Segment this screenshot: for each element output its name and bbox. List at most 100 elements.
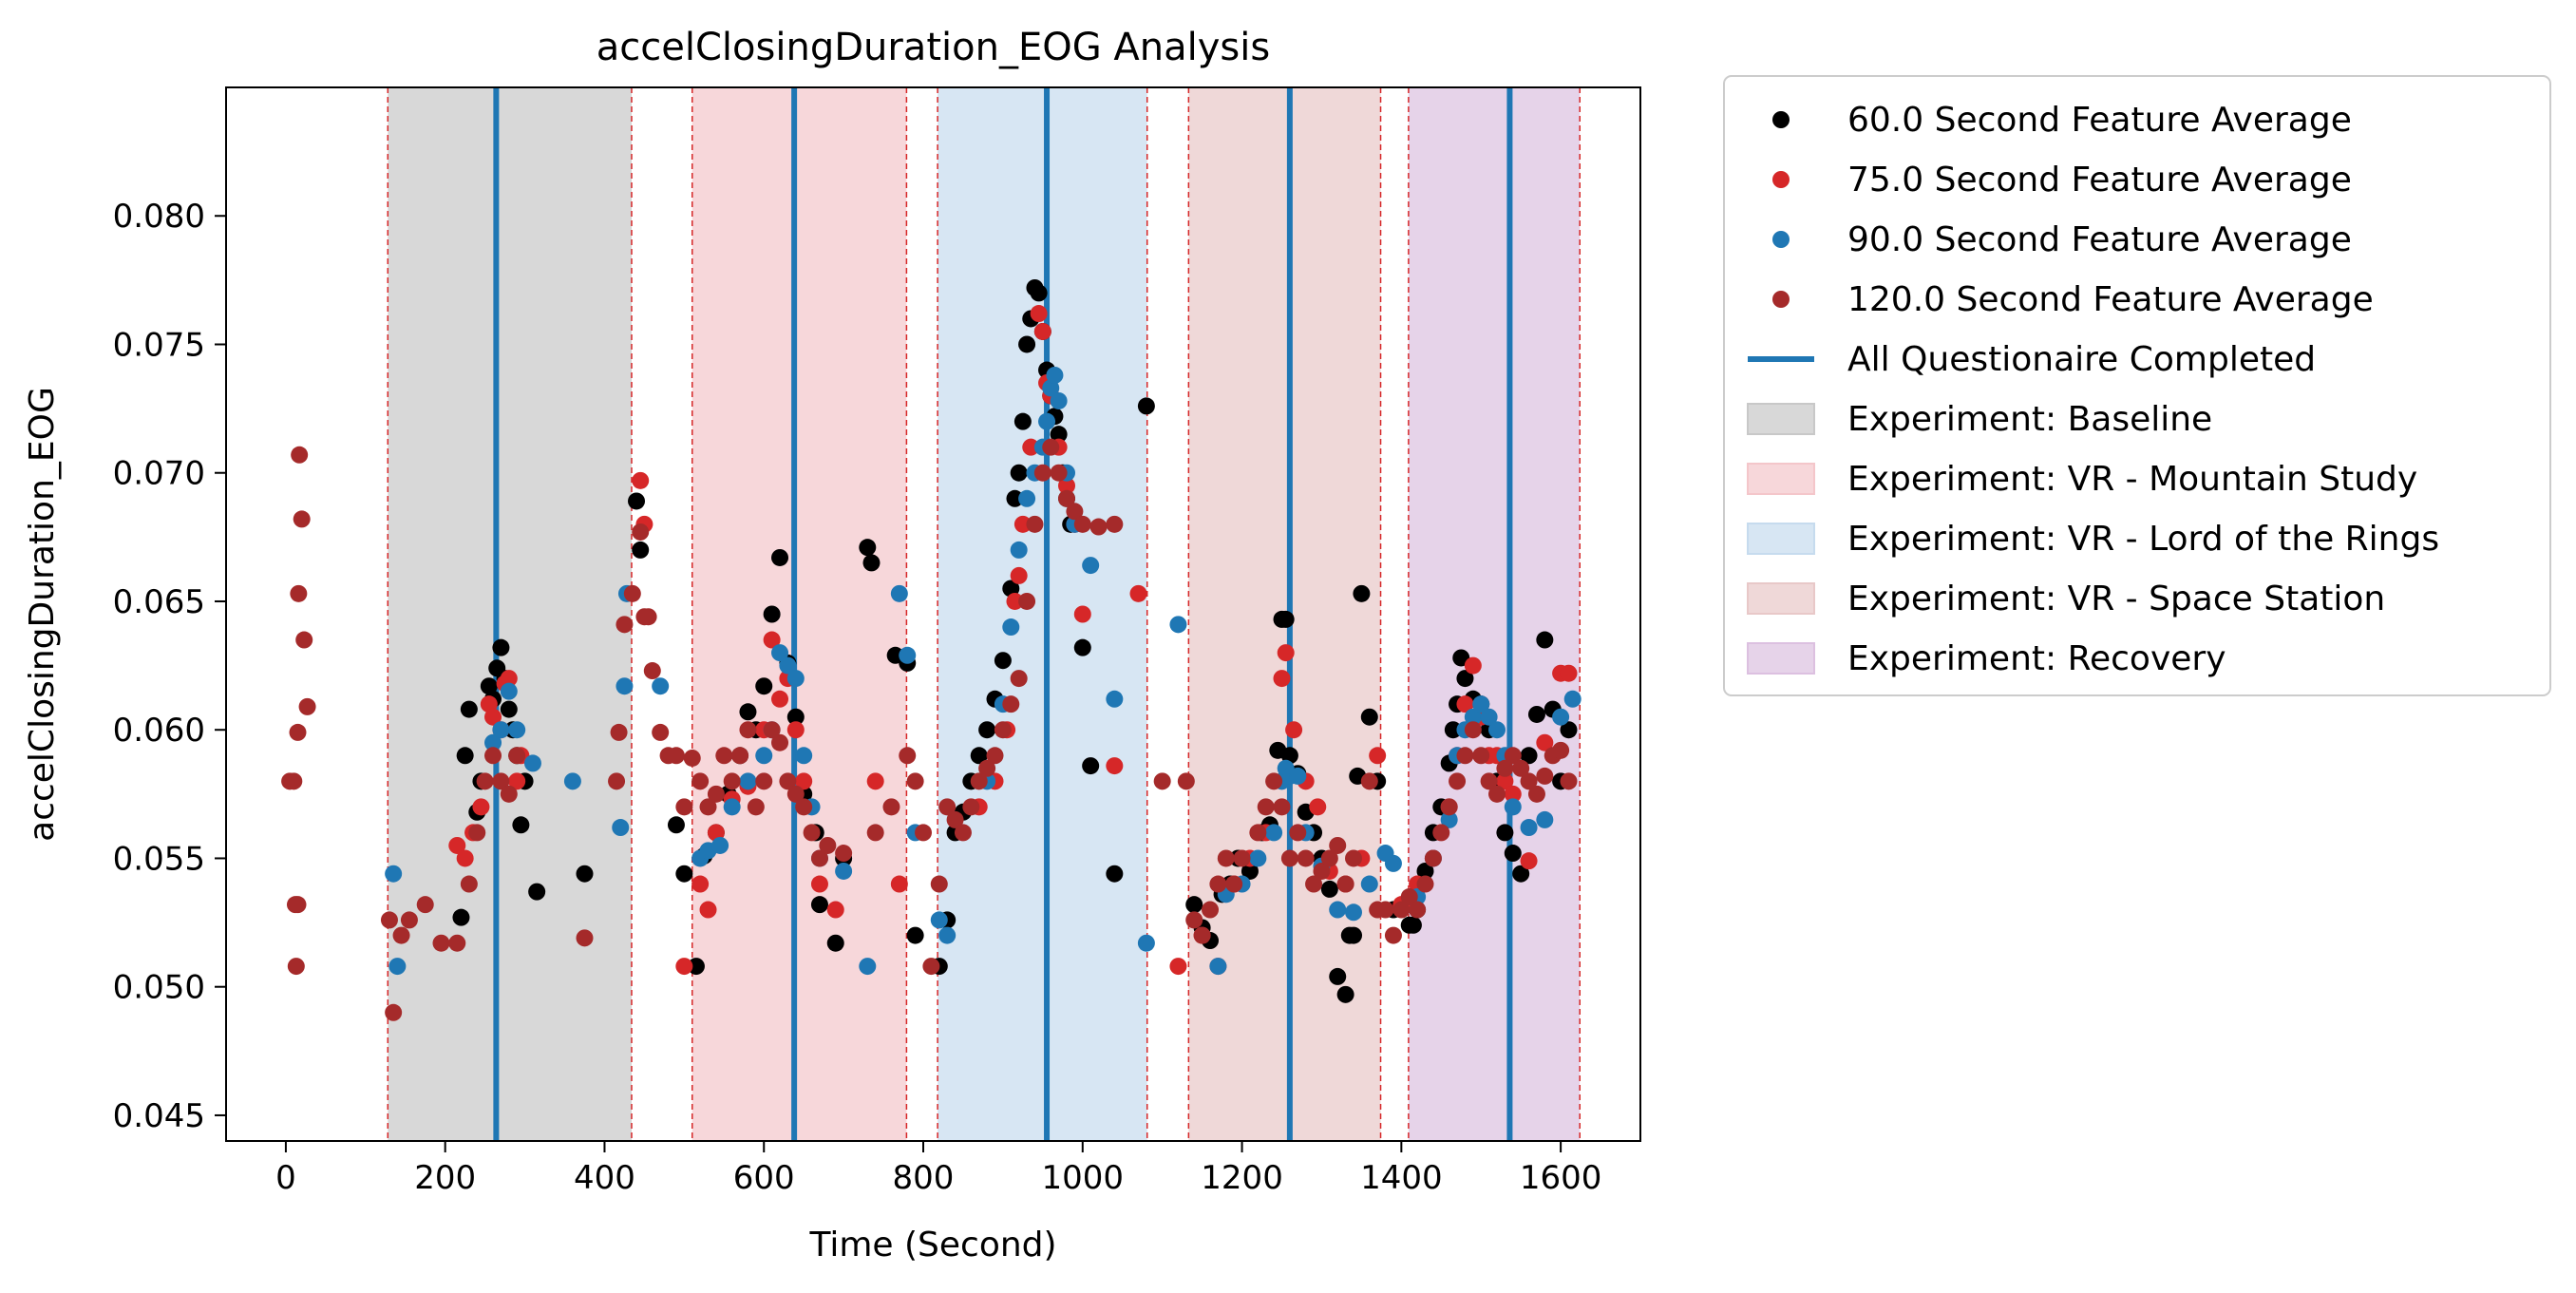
point-s4-50 — [771, 733, 789, 751]
point-s4-73 — [1002, 695, 1020, 713]
point-s4-125 — [1504, 747, 1522, 765]
chart-title: accelClosingDuration_EOG Analysis — [597, 26, 1270, 69]
point-s1-22 — [687, 958, 705, 976]
point-s3-3 — [484, 733, 502, 751]
point-s2-75 — [1536, 733, 1554, 751]
point-s1-1 — [452, 908, 470, 926]
point-s4-17 — [432, 934, 450, 952]
point-s4-122 — [1480, 772, 1498, 790]
point-s3-9 — [612, 819, 630, 837]
y-axis: 0.045 0.050 0.055 0.060 0.065 0.070 0.075 0.080 — [113, 198, 226, 1135]
point-s4-28 — [610, 723, 628, 741]
point-s1-18 — [628, 492, 646, 510]
point-s2-33 — [1006, 592, 1024, 610]
point-s2-29 — [890, 875, 908, 893]
point-s3-21 — [779, 656, 797, 675]
point-s1-84 — [1277, 610, 1295, 628]
point-s3-16 — [723, 798, 741, 816]
point-s2-47 — [1169, 958, 1187, 976]
point-s4-56 — [819, 836, 837, 854]
point-s4-75 — [1018, 592, 1036, 610]
point-s2-72 — [1496, 772, 1514, 790]
point-s4-35 — [652, 723, 670, 741]
point-s3-48 — [1137, 934, 1155, 952]
experiment-band-3 — [938, 87, 1147, 1141]
point-s2-45 — [1106, 757, 1124, 775]
point-s2-68 — [1464, 656, 1482, 675]
point-s1-14 — [512, 816, 530, 834]
point-s3-46 — [1082, 557, 1100, 575]
legend-marker-9 — [1747, 582, 1815, 615]
point-s4-20 — [468, 824, 486, 842]
point-s4-38 — [675, 798, 693, 816]
point-s4-7 — [290, 584, 308, 602]
point-s1-60 — [1030, 284, 1048, 302]
y-tick-label-3: 0.055 — [113, 840, 205, 878]
point-s1-49 — [970, 747, 988, 765]
point-s2-14 — [675, 958, 693, 976]
point-s2-42 — [1058, 477, 1076, 495]
point-s4-30 — [623, 584, 641, 602]
point-s4-61 — [906, 772, 924, 790]
point-s2-15 — [691, 875, 710, 893]
point-s4-22 — [484, 747, 502, 765]
point-s4-9 — [293, 510, 311, 528]
point-s3-15 — [711, 836, 729, 854]
experiment-band-2 — [691, 87, 907, 1141]
x-tick-label-8: 1400 — [1360, 1159, 1443, 1197]
x-tick-label-4: 600 — [733, 1159, 795, 1197]
point-s2-21 — [763, 631, 781, 649]
x-tick-label-2: 200 — [414, 1159, 476, 1197]
point-s3-32 — [938, 926, 957, 944]
point-s2-1 — [448, 836, 466, 854]
point-s4-8 — [291, 446, 309, 464]
x-axis: 0 200 400 600 800 1000 1200 1400 1600 — [275, 1141, 1601, 1197]
x-tick-label-3: 400 — [574, 1159, 635, 1197]
point-s1-2 — [456, 747, 474, 765]
point-s2-22 — [771, 690, 789, 708]
point-s3-18 — [755, 747, 773, 765]
legend-marker-7 — [1747, 463, 1815, 495]
point-s3-29 — [899, 646, 917, 664]
point-s4-23 — [492, 772, 510, 790]
point-s3-26 — [835, 862, 853, 880]
experiment-bands — [387, 87, 1581, 1141]
y-tick-label-6: 0.070 — [113, 455, 205, 493]
legend-label-5: All Questionaire Completed — [1847, 340, 2316, 379]
point-s1-97 — [1360, 708, 1378, 726]
point-s3-63 — [1360, 875, 1378, 893]
point-s1-29 — [755, 677, 773, 695]
point-s2-17 — [707, 824, 725, 842]
legend: 60.0 Second Feature Average 75.0 Second F… — [1723, 75, 2551, 696]
point-s4-128 — [1527, 785, 1545, 803]
legend-label-10: Experiment: Recovery — [1847, 639, 2226, 678]
point-s4-43 — [715, 747, 733, 765]
point-s3-1 — [385, 865, 403, 883]
point-s2-55 — [1285, 721, 1303, 739]
point-s1-50 — [978, 721, 996, 739]
point-s3-36 — [1010, 541, 1028, 559]
point-s4-10 — [295, 631, 313, 649]
legend-label-9: Experiment: VR - Space Station — [1847, 580, 2385, 618]
point-s2-53 — [1273, 670, 1291, 688]
questionnaire-lines — [493, 87, 1513, 1141]
point-s1-91 — [1329, 967, 1347, 985]
point-s2-74 — [1520, 852, 1538, 870]
point-s3-76 — [1504, 798, 1522, 816]
legend-marker-8 — [1747, 523, 1815, 555]
point-s3-4 — [492, 721, 510, 739]
point-s4-31 — [632, 523, 650, 541]
point-s1-120 — [1536, 631, 1554, 649]
scatter-points — [281, 278, 1582, 1021]
point-s4-119 — [1456, 747, 1474, 765]
point-s4-15 — [400, 911, 418, 929]
point-s4-99 — [1289, 824, 1307, 842]
point-s4-49 — [763, 721, 781, 739]
point-s4-83 — [1089, 518, 1108, 536]
point-s2-77 — [1560, 664, 1578, 682]
point-s4-4 — [289, 896, 307, 914]
point-s3-53 — [1249, 849, 1267, 867]
point-s4-58 — [866, 824, 884, 842]
point-s1-11 — [500, 700, 518, 718]
